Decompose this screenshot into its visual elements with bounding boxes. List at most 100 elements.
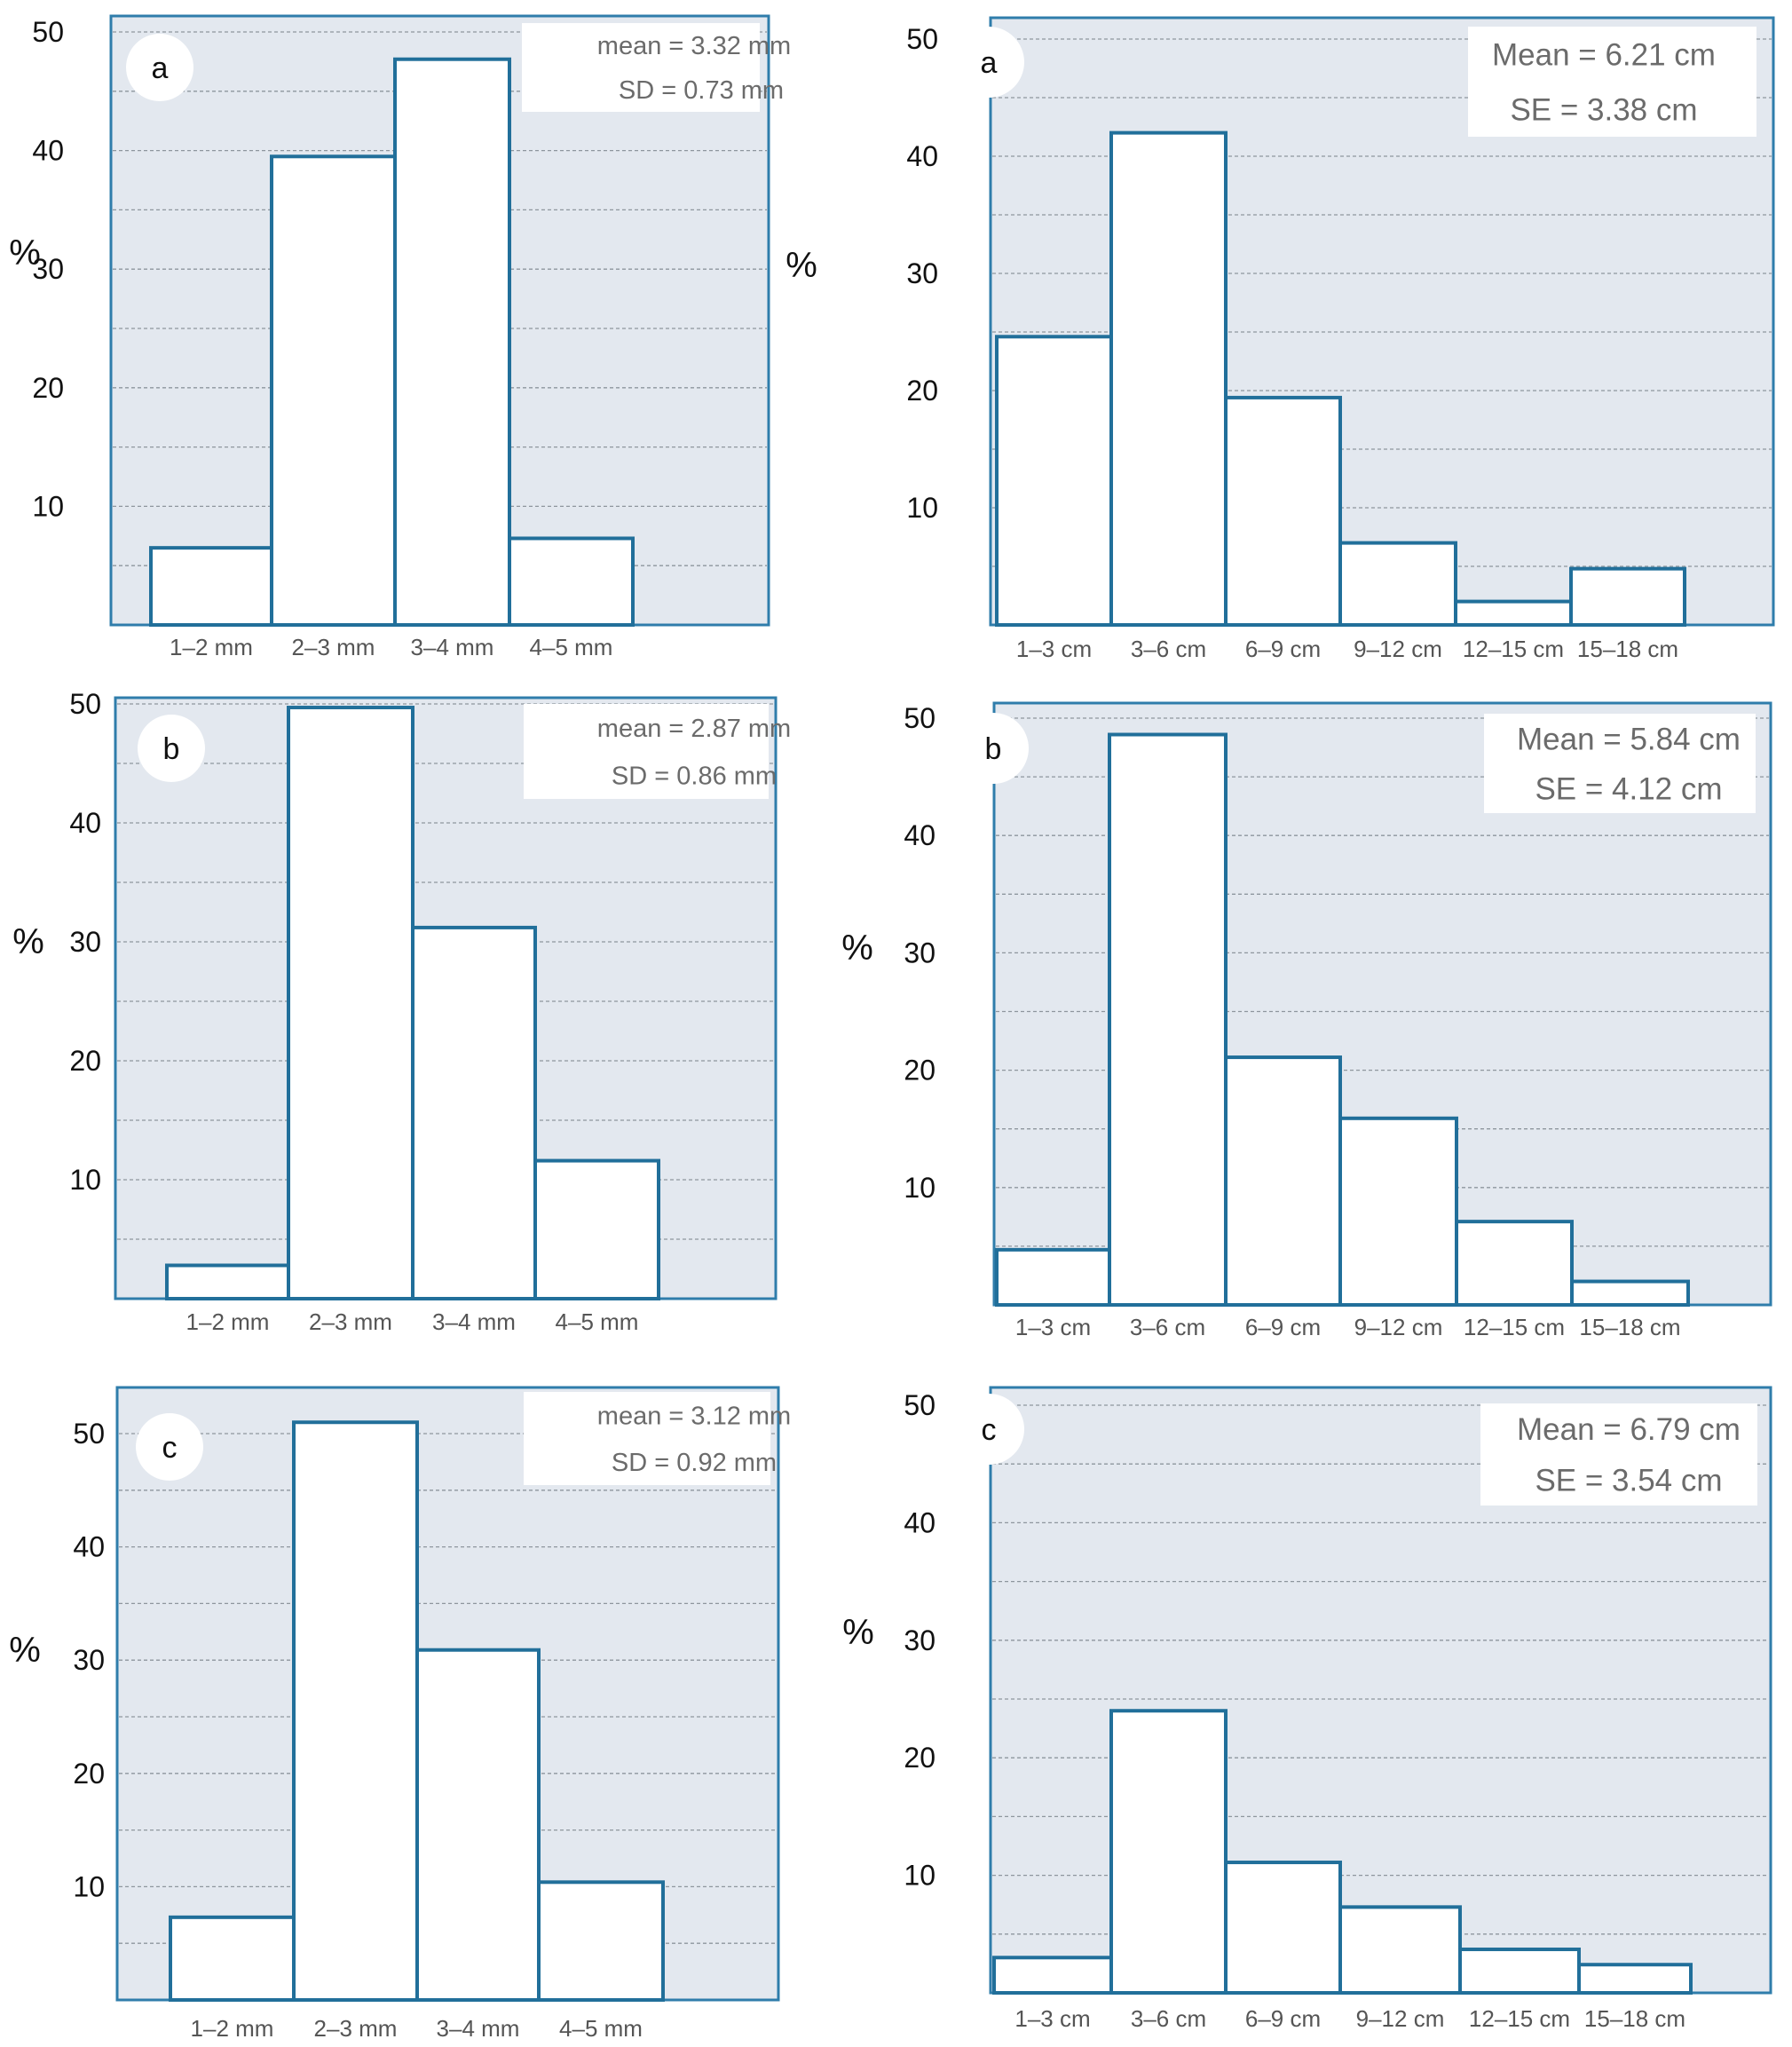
- bar: [1224, 395, 1342, 627]
- bar: [1338, 1116, 1458, 1307]
- bar: [169, 1915, 296, 2003]
- y-tick-label: 10: [32, 490, 64, 522]
- y-tick-label: 40: [904, 819, 935, 851]
- y-tick-label: 20: [904, 1055, 935, 1087]
- chart-panel-6: 10 20 30 40 50% 1–3 cm 3–6 cm 6–9 cm 9–12 cm 12–1…: [842, 1386, 1772, 2032]
- stats-text: SD = 0.73 mm: [619, 76, 784, 105]
- bar: [1577, 1963, 1693, 1996]
- chart-panel-4: 10 20 30 40 50% 1–3 cm 3–6 cm 6–9 cm 9–12 cm 12–1…: [841, 701, 1772, 1340]
- y-axis-label: %: [9, 1631, 41, 1670]
- bar: [1455, 1220, 1574, 1307]
- panel-letter: b: [985, 732, 1002, 766]
- category-label: 3–4 mm: [411, 634, 494, 660]
- y-tick-label: 30: [904, 937, 935, 968]
- bar: [992, 1956, 1113, 1996]
- stats-box: [524, 1392, 770, 1485]
- y-tick-label: 20: [904, 1742, 935, 1774]
- chart-panel-3: 10 20 30 40 50% 1–2 mm 2–3 mm 3–4 mm 4–5 mm b mean…: [12, 688, 791, 1335]
- category-label: 9–12 cm: [1356, 2005, 1445, 2032]
- category-label: 6–9 cm: [1245, 2005, 1321, 2032]
- y-tick-label: 40: [73, 1531, 105, 1563]
- y-tick-label: 10: [906, 492, 938, 524]
- y-tick-label: 50: [906, 23, 938, 55]
- y-tick-label: 20: [69, 1045, 101, 1077]
- panel-badge: [138, 715, 205, 782]
- stats-box: [522, 23, 760, 112]
- chart-panel-5: 10 20 30 40 50% 1–2 mm 2–3 mm 3–4 mm 4–5 mm c mean…: [9, 1386, 791, 2042]
- category-label: 2–3 mm: [309, 1308, 392, 1335]
- y-tick-label: 30: [904, 1624, 935, 1656]
- category-label: 1–3 cm: [1014, 2005, 1090, 2032]
- category-label: 4–5 mm: [559, 2015, 643, 2042]
- category-label: 3–4 mm: [432, 1308, 516, 1335]
- category-label: 3–6 cm: [1131, 636, 1206, 662]
- stats-box: [1480, 1403, 1757, 1506]
- stats-text: mean = 2.87 mm: [597, 715, 791, 743]
- y-tick-label: 40: [906, 140, 938, 172]
- category-label: 2–3 mm: [314, 2015, 398, 2042]
- y-tick-label: 40: [904, 1506, 935, 1538]
- y-tick-label: 40: [69, 807, 101, 839]
- y-axis-label: %: [12, 922, 44, 961]
- bar: [149, 546, 273, 627]
- bar: [995, 1247, 1111, 1307]
- bar: [287, 706, 414, 1300]
- y-tick-label: 30: [69, 926, 101, 958]
- bar: [1338, 1905, 1462, 1995]
- category-label: 1–2 mm: [191, 2015, 274, 2042]
- y-tick-label: 50: [73, 1418, 105, 1450]
- stats-text: SE = 3.38 cm: [1510, 92, 1697, 127]
- y-tick-label: 30: [73, 1644, 105, 1676]
- y-tick-label: 50: [69, 688, 101, 720]
- stats-box: [524, 704, 769, 799]
- stats-text: SE = 4.12 cm: [1535, 771, 1722, 806]
- chart-panel-1: 10 20 30 40 50% 1–2 mm 2–3 mm 3–4 mm 4–5 mm a mean…: [9, 14, 791, 660]
- category-label: 12–15 cm: [1463, 636, 1564, 662]
- bar: [270, 154, 397, 627]
- stats-text: Mean = 5.84 cm: [1517, 722, 1741, 756]
- panel-letter: a: [152, 51, 169, 85]
- bar: [508, 536, 635, 627]
- y-axis-label: %: [785, 246, 817, 285]
- bar: [1224, 1055, 1342, 1307]
- y-tick-label: 20: [32, 372, 64, 404]
- category-label: 2–3 mm: [292, 634, 375, 660]
- bar: [1109, 130, 1228, 628]
- y-tick-label: 10: [904, 1860, 935, 1892]
- panel-badge: [126, 34, 193, 101]
- y-axis-label: %: [9, 233, 41, 273]
- category-label: 4–5 mm: [530, 634, 613, 660]
- chart-panel-2: 10 20 30 40 50% 1–3 cm 3–6 cm 6–9 cm 9–12 cm 12–1…: [785, 16, 1775, 662]
- category-label: 15–18 cm: [1584, 2005, 1685, 2032]
- stats-text: mean = 3.32 mm: [597, 32, 791, 60]
- y-tick-label: 10: [69, 1164, 101, 1196]
- y-axis-label: %: [841, 929, 873, 968]
- category-label: 3–4 mm: [437, 2015, 520, 2042]
- category-label: 6–9 cm: [1245, 636, 1321, 662]
- bar: [995, 335, 1113, 627]
- bar: [393, 57, 511, 627]
- stats-text: SD = 0.86 mm: [612, 762, 777, 790]
- panel-letter: c: [982, 1413, 997, 1447]
- y-tick-label: 40: [32, 135, 64, 167]
- category-label: 1–2 mm: [170, 634, 253, 660]
- category-label: 1–2 mm: [186, 1308, 270, 1335]
- category-label: 15–18 cm: [1577, 636, 1678, 662]
- category-label: 12–15 cm: [1469, 2005, 1570, 2032]
- category-label: 9–12 cm: [1354, 1314, 1443, 1340]
- y-tick-label: 50: [904, 1389, 935, 1421]
- y-axis-label: %: [842, 1613, 874, 1652]
- bar: [1458, 1948, 1581, 1995]
- bar: [1454, 599, 1573, 627]
- stats-text: SE = 3.54 cm: [1535, 1464, 1722, 1498]
- y-tick-label: 50: [32, 16, 64, 48]
- y-tick-label: 20: [73, 1758, 105, 1790]
- bar: [1109, 1709, 1228, 1995]
- stats-text: SD = 0.92 mm: [612, 1449, 777, 1477]
- stats-box: [1468, 27, 1756, 137]
- category-label: 1–3 cm: [1016, 636, 1092, 662]
- category-label: 15–18 cm: [1579, 1314, 1680, 1340]
- bar: [537, 1880, 665, 2002]
- bar: [292, 1420, 419, 2002]
